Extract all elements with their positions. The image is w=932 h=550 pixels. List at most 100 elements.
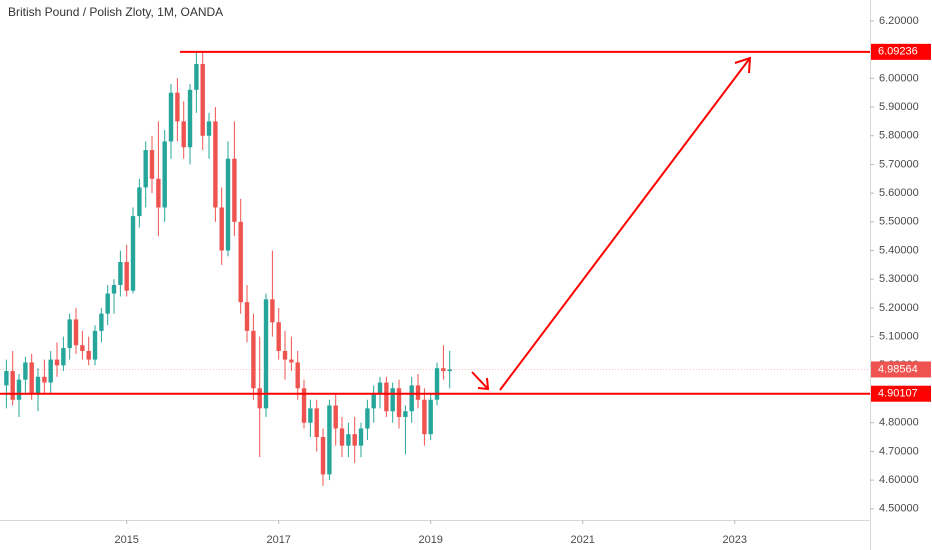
candle-body xyxy=(29,362,34,395)
y-tick-label: 5.10000 xyxy=(879,331,919,343)
candle-body xyxy=(390,388,395,412)
plot xyxy=(0,52,870,486)
candle-body xyxy=(175,92,180,122)
arrow-down xyxy=(471,371,489,390)
x-tick-label: 2017 xyxy=(266,534,290,546)
candle-body xyxy=(16,379,22,400)
candle-body xyxy=(143,150,148,188)
candle-body xyxy=(282,350,288,360)
candle-body xyxy=(270,299,275,323)
y-tick-label: 5.30000 xyxy=(879,273,919,285)
candle-body xyxy=(434,368,440,400)
y-tick-label: 5.90000 xyxy=(879,101,919,113)
candle-body xyxy=(99,313,104,331)
x-tick-label: 2015 xyxy=(114,534,138,546)
candle-body xyxy=(251,330,256,389)
level-label: 4.90107 xyxy=(878,388,918,400)
candle-body xyxy=(358,428,364,446)
annotation-arrows xyxy=(471,56,752,391)
arrow-head xyxy=(477,377,490,391)
y-tick-label: 4.60000 xyxy=(879,474,919,486)
arrow-head xyxy=(734,56,752,74)
candle-body xyxy=(213,121,218,208)
candle-body xyxy=(352,434,357,446)
candle-body xyxy=(35,376,41,395)
candle-body xyxy=(23,362,28,380)
candle-body xyxy=(263,299,269,409)
y-tick-label: 5.40000 xyxy=(879,244,919,256)
candle-body xyxy=(168,92,174,142)
candle-body xyxy=(181,121,186,148)
level-label-bg xyxy=(871,43,931,60)
candle-body xyxy=(403,411,408,417)
x-tick-label: 2023 xyxy=(722,534,746,546)
candle-body xyxy=(86,350,91,360)
level-label: 6.09236 xyxy=(878,46,918,58)
candle-body xyxy=(238,221,243,303)
level-label-bg xyxy=(871,385,931,402)
candle-body xyxy=(156,178,161,208)
candle-body xyxy=(162,141,167,208)
candle-body xyxy=(447,369,452,372)
price-label: 4.98564 xyxy=(878,363,918,375)
y-tick-label: 5.70000 xyxy=(879,158,919,170)
y-tick-label: 4.80000 xyxy=(879,417,919,429)
candle-body xyxy=(225,158,231,251)
candle-body xyxy=(396,388,402,417)
candle-body xyxy=(295,362,300,389)
candle-body xyxy=(276,322,281,351)
candle-body xyxy=(441,368,446,372)
candle-body xyxy=(320,437,326,475)
candle-body xyxy=(339,428,345,446)
candle-body xyxy=(314,408,319,438)
candle-body xyxy=(124,262,129,291)
y-tick-label: 4.70000 xyxy=(879,445,919,457)
candle-body xyxy=(130,216,136,291)
candle-body xyxy=(118,262,123,285)
y-tick-label: 6.00000 xyxy=(879,72,919,84)
candle-body xyxy=(67,319,72,349)
candle-body xyxy=(428,399,433,435)
y-tick-label: 5.60000 xyxy=(879,187,919,199)
candle-body xyxy=(257,388,262,409)
y-tick-label: 4.50000 xyxy=(879,503,919,515)
y-tick-label: 5.20000 xyxy=(879,302,919,314)
candle-body xyxy=(187,89,193,148)
candle-body xyxy=(54,359,60,366)
x-tick-label: 2019 xyxy=(418,534,442,546)
candle-body xyxy=(346,434,351,446)
candle-body xyxy=(73,319,79,346)
candle-body xyxy=(149,150,155,179)
candle-body xyxy=(219,207,224,251)
y-tick-label: 5.50000 xyxy=(879,216,919,228)
candle-body xyxy=(200,63,205,136)
candle-body xyxy=(111,284,117,294)
y-tick-label: 6.20000 xyxy=(879,15,919,27)
chart-title: British Pound / Polish Zloty, 1M, OANDA xyxy=(8,5,223,19)
candle-body xyxy=(105,293,110,314)
y-tick-label: 5.80000 xyxy=(879,130,919,142)
candle-body xyxy=(301,388,307,423)
candle-body xyxy=(244,302,250,331)
price-label-bg xyxy=(871,361,931,378)
candle-body xyxy=(327,405,332,475)
candle-body xyxy=(137,187,142,217)
candle-body xyxy=(333,405,338,429)
candle-body xyxy=(384,382,389,412)
candle-body xyxy=(92,330,98,360)
candle-body xyxy=(232,158,237,222)
candle-body xyxy=(415,385,421,400)
candle-body xyxy=(61,348,66,366)
candle-body xyxy=(365,408,370,429)
candle-body xyxy=(289,359,294,363)
x-tick-label: 2021 xyxy=(570,534,594,546)
candle-body xyxy=(308,408,313,423)
candle-body xyxy=(194,63,199,90)
candle-body xyxy=(206,121,212,136)
arrow-up xyxy=(499,57,751,391)
candle-body xyxy=(377,382,383,395)
candle-body xyxy=(371,394,376,409)
candle-body xyxy=(80,345,85,351)
